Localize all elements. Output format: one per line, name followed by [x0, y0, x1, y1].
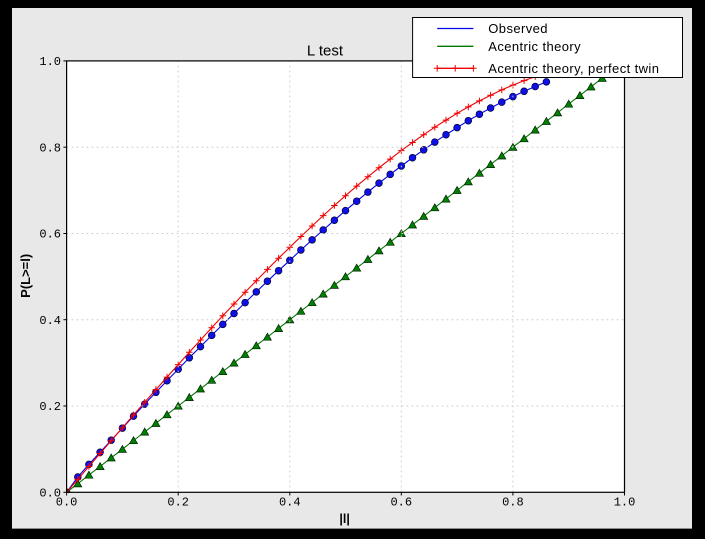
svg-text:0.8: 0.8: [39, 141, 61, 155]
svg-text:0.4: 0.4: [279, 496, 301, 510]
svg-text:P(L>=l): P(L>=l): [18, 254, 33, 298]
svg-text:0.8: 0.8: [502, 496, 524, 510]
svg-text:0.0: 0.0: [56, 496, 78, 510]
svg-text:1.0: 1.0: [39, 55, 61, 69]
svg-text:0.6: 0.6: [390, 496, 412, 510]
svg-text:L test: L test: [307, 42, 344, 59]
svg-text:0.4: 0.4: [39, 314, 61, 328]
svg-text:0.2: 0.2: [167, 496, 189, 510]
svg-text:Acentric theory: Acentric theory: [488, 39, 581, 54]
svg-text:1.0: 1.0: [614, 496, 636, 510]
svg-text:0.0: 0.0: [39, 487, 61, 501]
svg-text:0.6: 0.6: [39, 228, 61, 242]
svg-text:Acentric theory, perfect twin: Acentric theory, perfect twin: [488, 61, 659, 76]
svg-text:|l|: |l|: [339, 512, 349, 526]
svg-text:Observed: Observed: [488, 21, 548, 36]
svg-text:0.2: 0.2: [39, 400, 61, 414]
